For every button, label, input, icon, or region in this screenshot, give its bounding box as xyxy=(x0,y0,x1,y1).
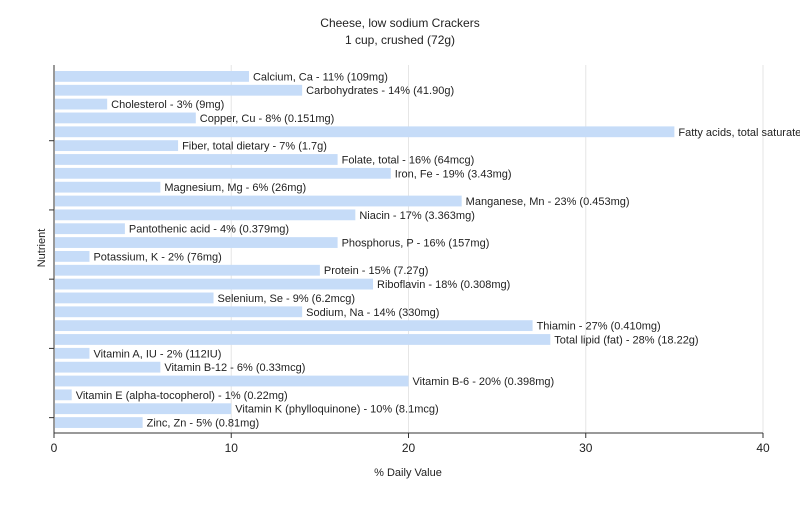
bar-label: Pantothenic acid - 4% (0.379mg) xyxy=(129,224,289,236)
bar-label: Fatty acids, total saturated - 35% (6.93… xyxy=(678,127,800,139)
bar xyxy=(55,375,409,387)
x-tick-labels: 0 10 20 30 40 xyxy=(51,441,770,455)
bar-label: Total lipid (fat) - 28% (18.22g) xyxy=(554,334,698,346)
bar xyxy=(55,403,232,415)
bar-label: Magnesium, Mg - 6% (26mg) xyxy=(164,182,306,194)
bar xyxy=(55,264,320,276)
bar xyxy=(55,223,125,235)
bar-label: Carbohydrates - 14% (41.90g) xyxy=(306,85,454,97)
axes xyxy=(49,65,764,438)
chart-title: Cheese, low sodium Crackers xyxy=(320,16,479,30)
y-axis-label: Nutrient xyxy=(36,229,48,268)
bar xyxy=(55,320,533,332)
bar-label: Selenium, Se - 9% (6.2mcg) xyxy=(218,293,356,305)
bar xyxy=(55,181,161,193)
x-tick-label: 0 xyxy=(51,441,58,455)
x-tick-label: 40 xyxy=(756,441,770,455)
bar xyxy=(55,251,90,262)
bar xyxy=(55,278,374,290)
bar-label: Fiber, total dietary - 7% (1.7g) xyxy=(182,141,327,153)
bar-labels: Calcium, Ca - 11% (109mg) Carbohydrates -… xyxy=(76,71,800,429)
bar-label: Iron, Fe - 19% (3.43mg) xyxy=(395,168,512,180)
x-tick-label: 30 xyxy=(579,441,593,455)
bar-label: Vitamin B-12 - 6% (0.33mcg) xyxy=(164,362,305,374)
bar xyxy=(55,126,675,138)
bar xyxy=(55,167,391,179)
bar xyxy=(55,112,196,124)
bar xyxy=(55,140,179,152)
bar xyxy=(55,389,72,401)
bar xyxy=(55,417,143,428)
bar xyxy=(55,98,108,110)
bar-label: Vitamin B-6 - 20% (0.398mg) xyxy=(413,376,555,388)
bars xyxy=(55,71,675,428)
bar-label: Copper, Cu - 8% (0.151mg) xyxy=(200,113,335,125)
bar xyxy=(55,361,161,373)
bar xyxy=(55,292,214,304)
bar-label: Cholesterol - 3% (9mg) xyxy=(111,99,224,111)
bar-label: Niacin - 17% (3.363mg) xyxy=(359,210,475,222)
bar xyxy=(55,209,356,221)
bar xyxy=(55,237,338,248)
bar-label: Folate, total - 16% (64mcg) xyxy=(342,154,475,166)
bar xyxy=(55,195,462,207)
bar-label: Sodium, Na - 14% (330mg) xyxy=(306,307,439,319)
bar-label: Protein - 15% (7.27g) xyxy=(324,265,429,277)
bar-label: Manganese, Mn - 23% (0.453mg) xyxy=(466,196,630,208)
gridlines xyxy=(230,65,764,433)
bar-label: Riboflavin - 18% (0.308mg) xyxy=(377,279,510,291)
chart-subtitle: 1 cup, crushed (72g) xyxy=(345,33,455,47)
bar xyxy=(55,334,551,345)
bar-label: Vitamin A, IU - 2% (112IU) xyxy=(93,348,221,360)
bar-label: Phosphorus, P - 16% (157mg) xyxy=(342,238,490,250)
bar-label: Vitamin K (phylloquinone) - 10% (8.1mcg) xyxy=(235,404,438,416)
bar xyxy=(55,154,338,165)
x-tick-label: 10 xyxy=(225,441,239,455)
bar-label: Zinc, Zn - 5% (0.81mg) xyxy=(147,418,259,430)
bar-label: Calcium, Ca - 11% (109mg) xyxy=(253,71,388,83)
bar-label: Vitamin E (alpha-tocopherol) - 1% (0.22m… xyxy=(76,390,288,402)
bar xyxy=(55,306,303,318)
bar xyxy=(55,84,303,96)
bar xyxy=(55,347,90,359)
x-axis-label: % Daily Value xyxy=(374,467,442,479)
bar xyxy=(55,71,249,82)
bar-label: Thiamin - 27% (0.410mg) xyxy=(537,321,661,333)
x-tick-label: 20 xyxy=(402,441,416,455)
bar-label: Potassium, K - 2% (76mg) xyxy=(93,251,221,263)
